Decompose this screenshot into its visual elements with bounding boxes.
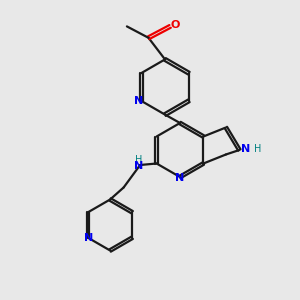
Text: O: O [171,20,180,30]
Text: N: N [134,96,143,106]
Text: H: H [135,154,142,165]
Text: N: N [176,172,184,183]
Text: H: H [254,144,262,154]
Text: N: N [242,143,250,154]
Text: N: N [84,233,93,243]
Text: N: N [134,160,143,171]
